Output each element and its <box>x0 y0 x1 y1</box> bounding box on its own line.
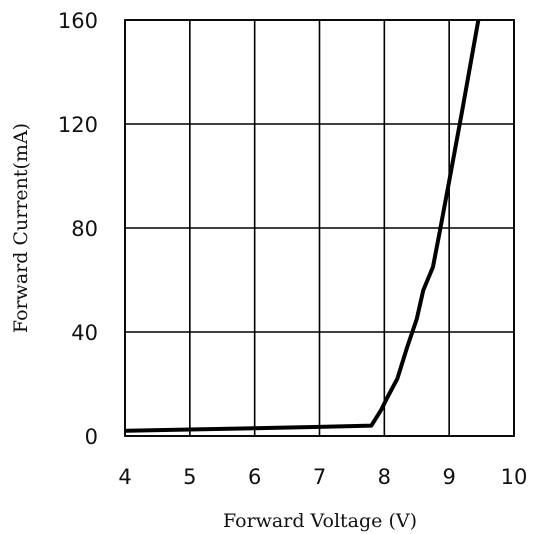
series-layer <box>124 19 481 433</box>
y-tick-label: 120 <box>58 113 98 137</box>
x-tick-label: 6 <box>248 465 261 489</box>
tick-labels: 4 5 6 7 8 9 10 0 40 80 120 160 <box>58 9 527 489</box>
x-axis-label: Forward Voltage (V) <box>223 510 417 532</box>
grid <box>124 19 515 437</box>
plot-border <box>124 19 515 437</box>
forward-current-curve <box>124 19 481 433</box>
y-tick-label: 40 <box>71 321 98 345</box>
y-tick-label: 80 <box>71 217 98 241</box>
y-axis-label: Forward Current(mA) <box>10 123 32 333</box>
y-tick-label: 0 <box>85 425 98 449</box>
x-tick-label: 10 <box>501 465 528 489</box>
x-tick-label: 5 <box>183 465 196 489</box>
x-tick-label: 8 <box>378 465 391 489</box>
x-tick-label: 4 <box>118 465 131 489</box>
x-tick-label: 7 <box>313 465 326 489</box>
y-tick-label: 160 <box>58 9 98 33</box>
x-tick-label: 9 <box>442 465 455 489</box>
